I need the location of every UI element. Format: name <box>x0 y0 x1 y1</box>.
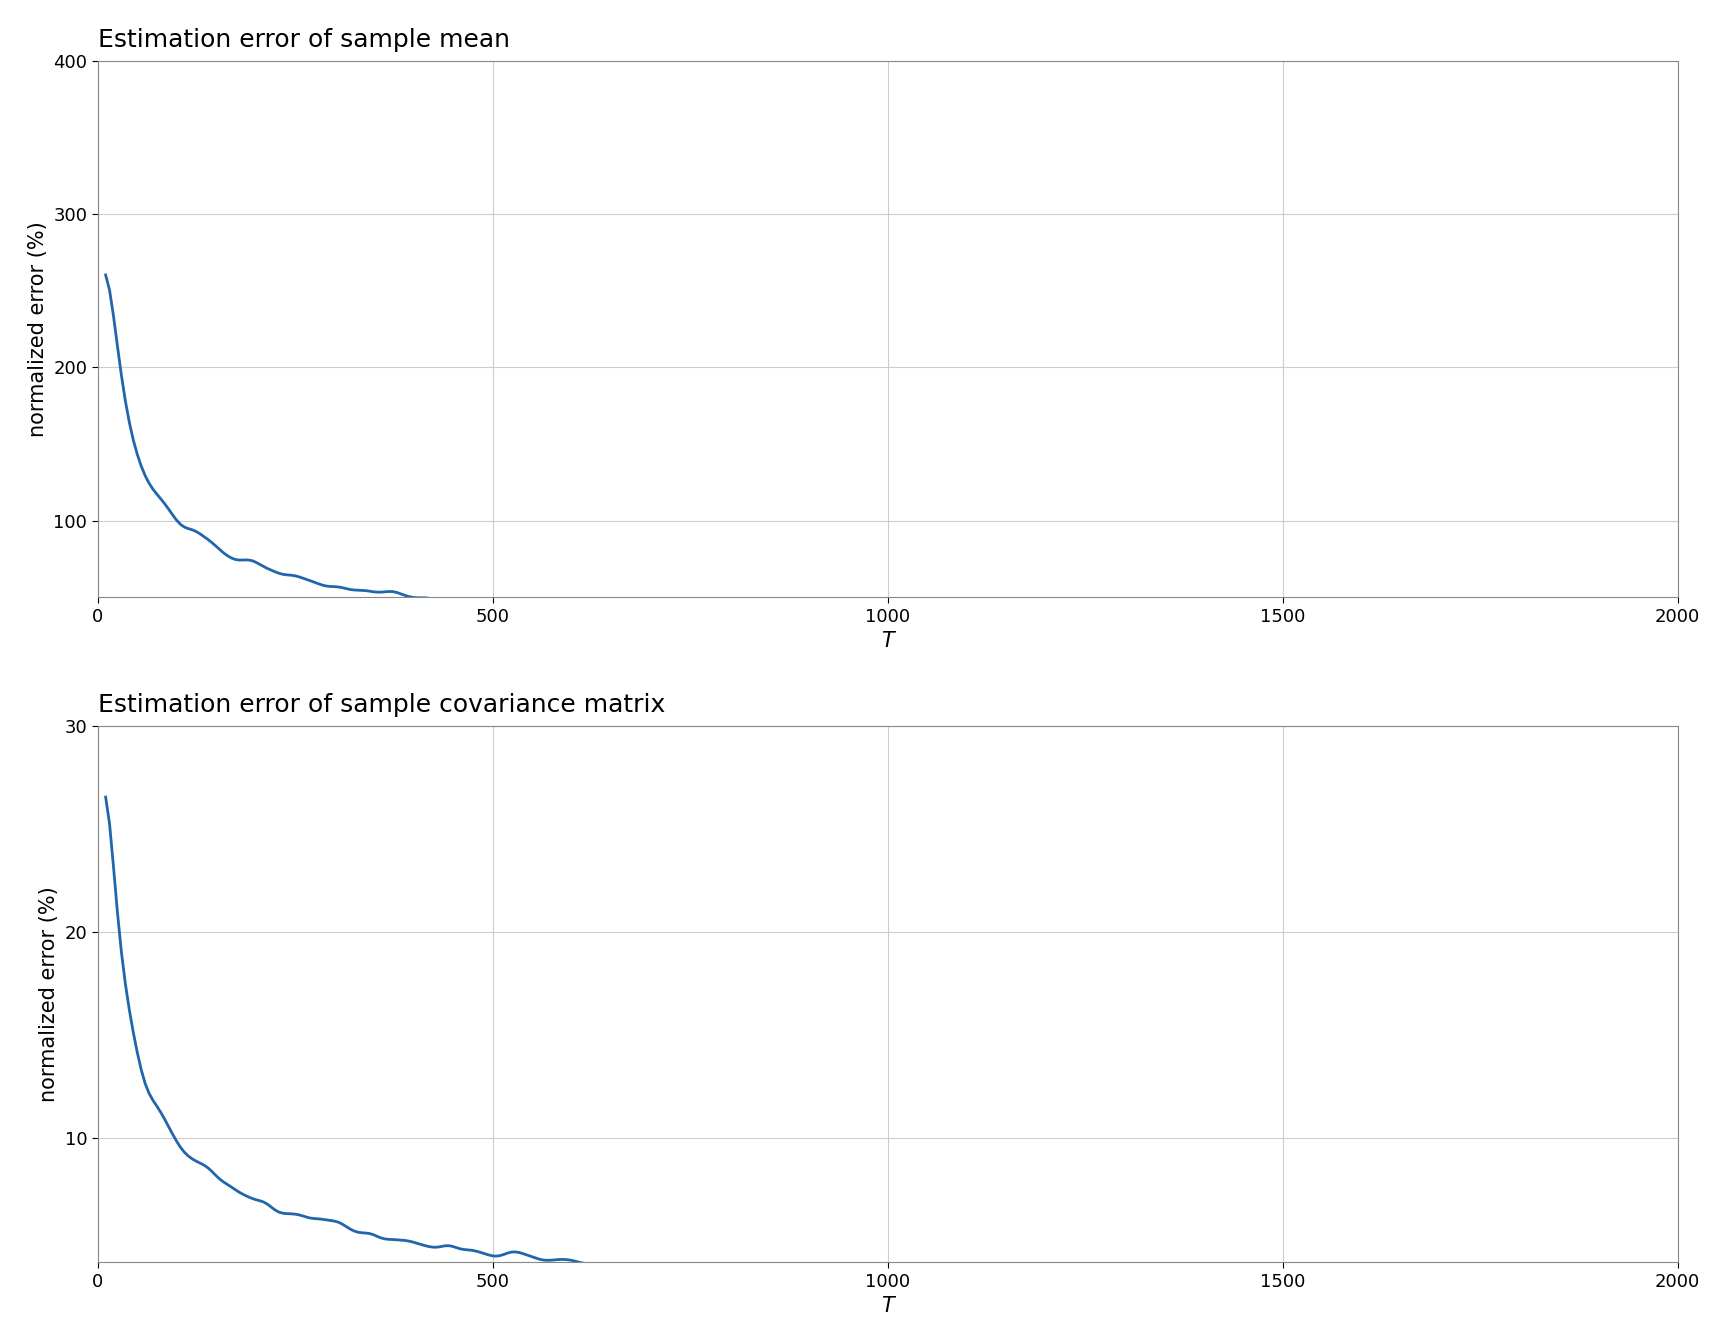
Text: Estimation error of sample covariance matrix: Estimation error of sample covariance ma… <box>98 694 665 716</box>
X-axis label: T: T <box>881 1296 893 1316</box>
Y-axis label: normalized error (%): normalized error (%) <box>40 886 59 1102</box>
Y-axis label: normalized error (%): normalized error (%) <box>28 220 48 437</box>
Text: Estimation error of sample mean: Estimation error of sample mean <box>98 28 510 52</box>
X-axis label: T: T <box>881 632 893 650</box>
